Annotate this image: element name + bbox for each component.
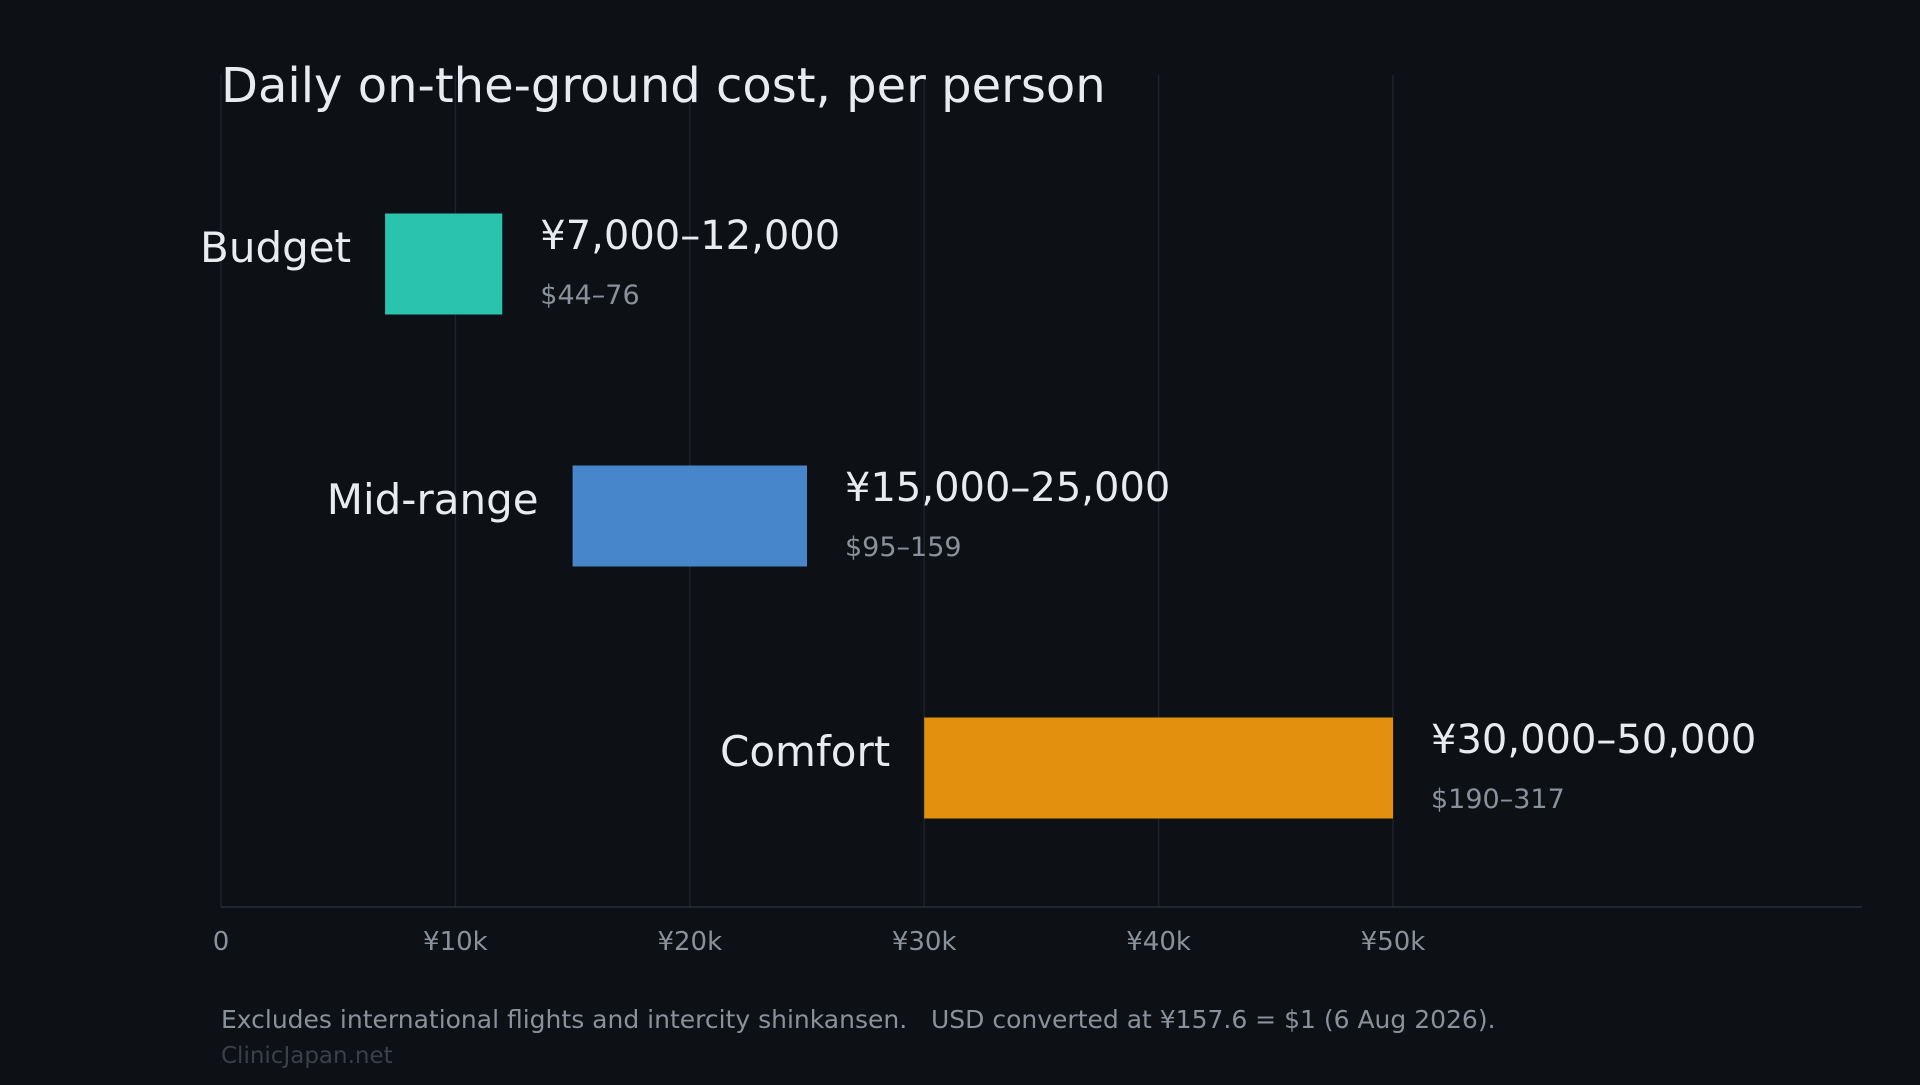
x-tick-label: ¥50k	[1361, 927, 1426, 957]
range-sublabel: $190–317	[1431, 784, 1565, 815]
range-label: ¥15,000–25,000	[845, 465, 1170, 511]
bars: Budget ¥7,000–12,000 $44–76 Mid-range ¥15,00…	[200, 213, 1756, 819]
range-label: ¥7,000–12,000	[540, 213, 840, 259]
range-label: ¥30,000–50,000	[1431, 717, 1756, 763]
chart-title: Daily on-the-ground cost, per person	[221, 58, 1106, 114]
category-label: Comfort	[720, 727, 890, 776]
range-bar	[385, 213, 503, 315]
credit: ClinicJapan.net	[221, 1043, 393, 1069]
category-label: Budget	[200, 223, 351, 272]
range-bar-group: Comfort ¥30,000–50,000 $190–317	[720, 717, 1756, 819]
footnote: Excludes international flights and inter…	[221, 1005, 1496, 1034]
x-tick-label: ¥10k	[423, 927, 488, 957]
x-tick-label: ¥30k	[892, 927, 957, 957]
x-tick-label: ¥40k	[1126, 927, 1191, 957]
range-sublabel: $44–76	[540, 280, 639, 311]
x-tick-label: 0	[213, 927, 230, 957]
x-tick-label: ¥20k	[657, 927, 722, 957]
range-bar	[924, 717, 1393, 819]
range-sublabel: $95–159	[845, 532, 962, 563]
range-bar-group: Mid-range ¥15,000–25,000 $95–159	[327, 465, 1170, 567]
range-bar-group: Budget ¥7,000–12,000 $44–76	[200, 213, 840, 315]
category-label: Mid-range	[327, 475, 539, 524]
x-axis-ticks: 0 ¥10k ¥20k ¥30k ¥40k ¥50k	[213, 927, 1426, 957]
range-bar	[572, 465, 807, 567]
